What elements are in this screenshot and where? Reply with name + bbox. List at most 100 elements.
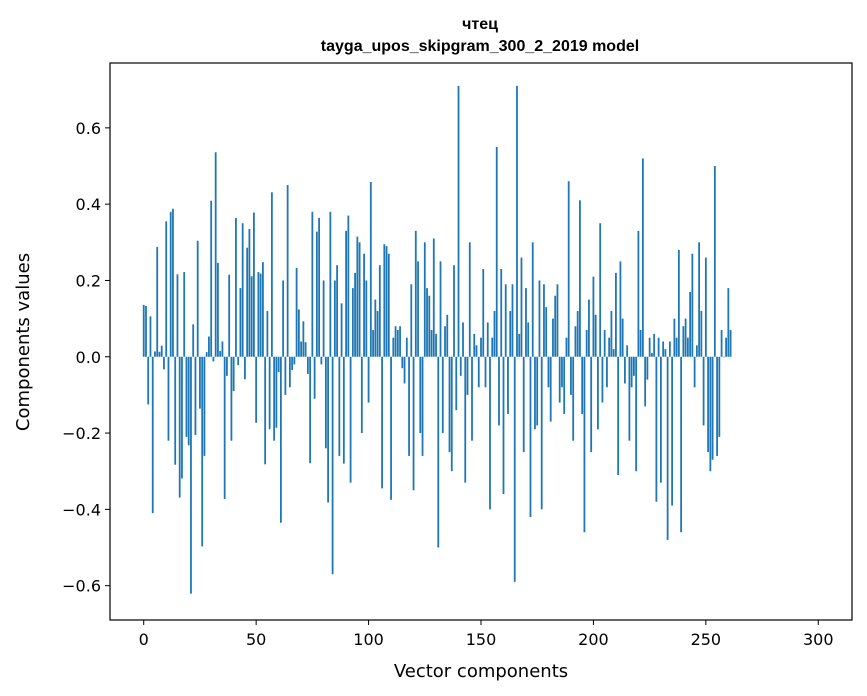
bar bbox=[239, 288, 242, 357]
bar bbox=[689, 291, 692, 357]
bar bbox=[318, 217, 321, 357]
bar bbox=[237, 356, 240, 366]
bar bbox=[727, 288, 730, 357]
bar bbox=[594, 314, 597, 357]
bar bbox=[291, 356, 294, 371]
bar bbox=[300, 341, 303, 357]
bar bbox=[279, 356, 282, 523]
bar bbox=[606, 356, 608, 388]
bar bbox=[349, 356, 352, 483]
bar bbox=[167, 356, 170, 441]
bar bbox=[473, 333, 476, 357]
bar bbox=[666, 356, 669, 540]
bar bbox=[284, 356, 287, 395]
bar bbox=[673, 318, 676, 357]
bar bbox=[376, 310, 379, 357]
bar bbox=[160, 345, 163, 357]
bar bbox=[691, 253, 694, 357]
bar bbox=[214, 152, 217, 357]
bar bbox=[338, 356, 341, 456]
bar bbox=[158, 351, 161, 357]
bar bbox=[302, 321, 305, 357]
bar bbox=[212, 356, 215, 362]
bar bbox=[570, 356, 572, 395]
bar bbox=[181, 356, 183, 479]
bar bbox=[205, 352, 208, 357]
bar bbox=[653, 333, 656, 357]
bar bbox=[176, 274, 179, 357]
bar bbox=[567, 181, 570, 357]
bar bbox=[455, 356, 458, 411]
bar bbox=[336, 265, 338, 357]
bar bbox=[351, 288, 354, 357]
bar bbox=[221, 341, 224, 357]
bar bbox=[315, 231, 318, 357]
bar bbox=[482, 269, 485, 357]
bar bbox=[495, 146, 498, 357]
bar bbox=[327, 356, 329, 503]
bar bbox=[556, 284, 559, 357]
bar bbox=[356, 236, 359, 357]
bar bbox=[183, 272, 186, 357]
bar bbox=[650, 352, 653, 357]
y-tick-label: −0.6 bbox=[62, 577, 101, 596]
bar bbox=[412, 356, 415, 491]
bar bbox=[543, 284, 545, 357]
bar bbox=[165, 221, 168, 357]
bar bbox=[511, 284, 514, 357]
bar bbox=[646, 356, 649, 380]
bar bbox=[196, 240, 199, 357]
bar bbox=[545, 307, 548, 357]
bar bbox=[459, 356, 462, 376]
bar bbox=[293, 356, 296, 365]
bar bbox=[707, 356, 709, 453]
bar bbox=[367, 356, 370, 403]
bar bbox=[520, 257, 523, 357]
bar bbox=[608, 337, 611, 357]
bar bbox=[529, 356, 532, 517]
bar bbox=[446, 314, 449, 357]
bar bbox=[639, 330, 642, 357]
bar bbox=[257, 272, 260, 357]
bar bbox=[579, 200, 581, 357]
bar bbox=[448, 356, 451, 453]
bar bbox=[360, 356, 363, 434]
bar bbox=[561, 356, 563, 388]
x-tick-label: 300 bbox=[803, 630, 834, 649]
bar bbox=[633, 356, 635, 376]
bar bbox=[457, 85, 460, 357]
bar bbox=[612, 349, 615, 357]
bar bbox=[286, 185, 289, 357]
bar bbox=[722, 356, 725, 358]
bar bbox=[178, 356, 181, 498]
bar bbox=[333, 280, 336, 357]
bar bbox=[644, 356, 647, 407]
bar bbox=[464, 356, 467, 483]
bar bbox=[437, 356, 440, 548]
bar bbox=[624, 356, 626, 384]
bar bbox=[718, 356, 721, 437]
bar bbox=[264, 356, 267, 465]
bar bbox=[682, 326, 685, 357]
bar bbox=[720, 330, 723, 357]
bar bbox=[248, 228, 251, 357]
bar bbox=[385, 246, 388, 357]
bar bbox=[610, 310, 613, 357]
bar bbox=[365, 280, 368, 357]
plot-frame bbox=[109, 62, 853, 621]
bar bbox=[538, 280, 541, 357]
x-axis-label: Vector components bbox=[394, 661, 568, 682]
bar bbox=[693, 356, 696, 388]
bar bbox=[664, 349, 667, 357]
bar bbox=[273, 356, 276, 441]
bar bbox=[630, 356, 633, 388]
bar bbox=[232, 356, 235, 392]
bar-series bbox=[142, 85, 732, 594]
bar bbox=[480, 337, 482, 357]
bar bbox=[468, 242, 471, 357]
bar bbox=[599, 223, 602, 357]
bar bbox=[172, 208, 174, 357]
bar bbox=[419, 356, 422, 434]
bar bbox=[680, 356, 683, 533]
